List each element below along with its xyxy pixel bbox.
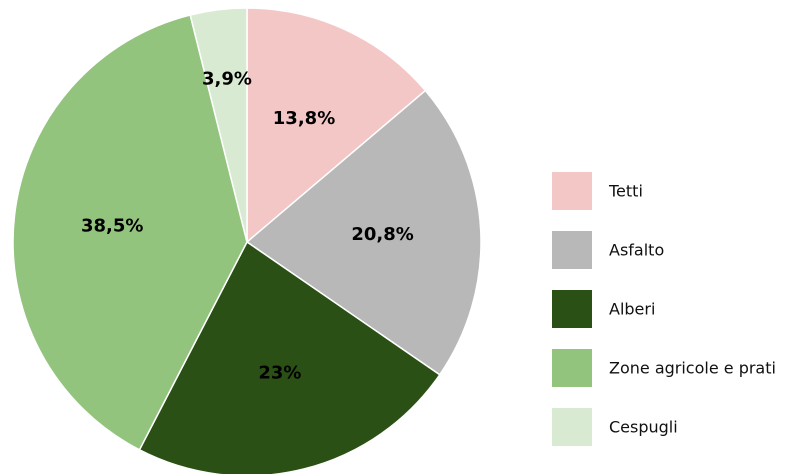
legend-label: Alberi	[609, 300, 655, 319]
value-label: 13,8%	[273, 108, 335, 129]
pie-slice	[138, 240, 441, 474]
pie-slice	[12, 14, 248, 451]
value-label: 20,8%	[351, 224, 413, 245]
legend-swatch	[552, 290, 592, 328]
legend-label: Asfalto	[609, 241, 664, 260]
legend-label: Zone agricole e prati	[609, 359, 776, 378]
pie-slice	[246, 7, 427, 244]
legend-label: Tetti	[608, 182, 643, 201]
legend-swatch	[552, 231, 592, 269]
legend-swatch	[552, 172, 592, 210]
value-label: 38,5%	[81, 215, 143, 236]
legend-swatch	[552, 408, 592, 446]
value-label: 3,9%	[202, 68, 252, 89]
value-label: 23%	[258, 363, 301, 384]
legend-label: Cespugli	[609, 418, 678, 437]
legend-swatch	[552, 349, 592, 387]
pie-slice	[189, 7, 248, 243]
pie-slice	[245, 89, 482, 376]
